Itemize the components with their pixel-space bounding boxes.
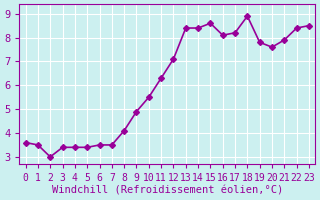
X-axis label: Windchill (Refroidissement éolien,°C): Windchill (Refroidissement éolien,°C) — [52, 186, 283, 196]
